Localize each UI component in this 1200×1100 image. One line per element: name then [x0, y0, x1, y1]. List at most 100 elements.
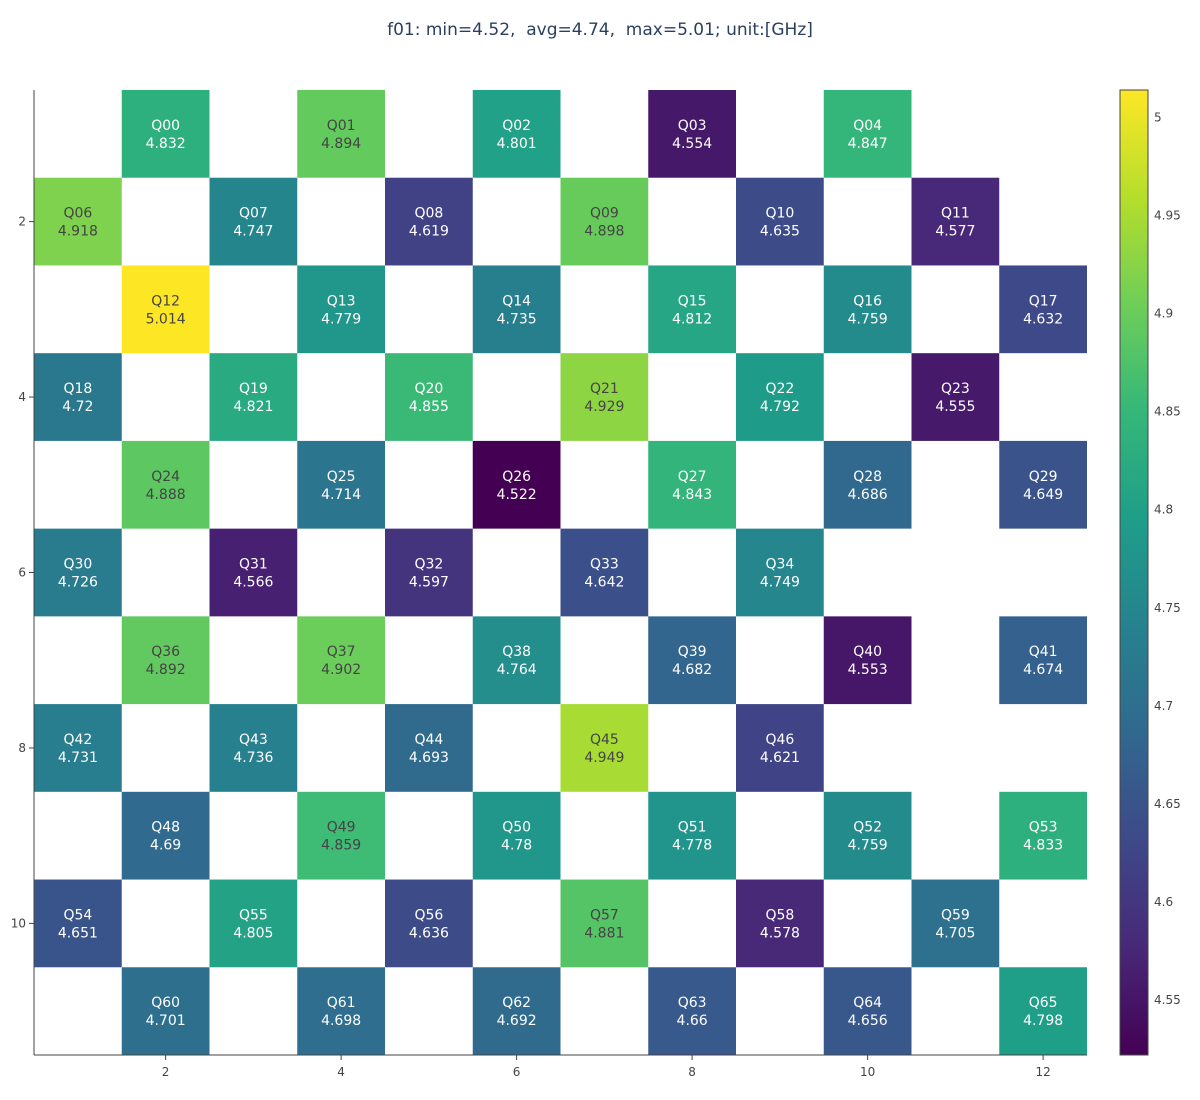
cell-qubit-label: Q07: [239, 206, 268, 222]
heatmap-cell: Q50 4.78: [472, 791, 561, 880]
heatmap-cell: Q59 4.705: [911, 879, 1000, 968]
heatmap-cell: Q11 4.577: [911, 177, 1000, 266]
cell-value-label: 4.635: [760, 224, 800, 240]
cell-value-label: 4.779: [321, 311, 361, 327]
y-tick-label: 4: [18, 390, 26, 404]
heatmap-cell: Q57 4.881: [560, 879, 649, 968]
cell-value-label: 4.553: [848, 662, 888, 678]
cell-qubit-label: Q36: [151, 644, 180, 660]
cell-qubit-label: Q52: [853, 820, 882, 836]
cell-qubit-label: Q30: [63, 557, 92, 573]
cell-qubit-label: Q37: [327, 644, 356, 660]
heatmap-cell: Q28 4.686: [823, 440, 912, 529]
cell-qubit-label: Q02: [502, 118, 531, 134]
cell-qubit-label: Q39: [678, 644, 707, 660]
cell-qubit-label: Q32: [414, 557, 443, 573]
heatmap-cell: Q19 4.821: [209, 353, 298, 441]
axes: 2 4 6 8 10 12 2 4 6 8 10: [11, 90, 1087, 1079]
cell-value-label: 4.632: [1023, 311, 1063, 327]
heatmap-cell: Q58 4.578: [736, 879, 824, 968]
cell-value-label: 4.674: [1023, 662, 1063, 678]
cell-qubit-label: Q00: [151, 118, 180, 134]
heatmap-cell: Q52 4.759: [823, 791, 912, 880]
heatmap-cell: Q23 4.555: [911, 353, 1000, 441]
cell-value-label: 4.759: [848, 311, 888, 327]
heatmap-cell-rect: [823, 265, 912, 354]
heatmap-cell: Q21 4.929: [560, 353, 649, 441]
heatmap-cell-rect: [736, 528, 824, 617]
heatmap-cell-rect: [911, 879, 1000, 968]
heatmap-cell-rect: [297, 616, 385, 705]
cell-value-label: 4.69: [150, 838, 181, 854]
heatmap-cell-rect: [209, 177, 298, 266]
heatmap-cell-rect: [385, 704, 473, 792]
heatmap-cell-rect: [121, 791, 210, 880]
heatmap-cell: Q17 4.632: [999, 265, 1087, 354]
heatmap-cell-rect: [121, 967, 210, 1055]
cell-value-label: 4.621: [760, 750, 800, 766]
heatmap-cell: Q04 4.847: [823, 90, 912, 178]
heatmap-cell-rect: [209, 704, 298, 792]
heatmap-cell: Q09 4.898: [560, 177, 649, 266]
heatmap-cell: Q60 4.701: [121, 967, 210, 1055]
cell-qubit-label: Q08: [414, 206, 443, 222]
heatmap-cell-rect: [121, 265, 210, 354]
heatmap-cell-rect: [560, 879, 649, 968]
heatmap-cell-rect: [209, 879, 298, 968]
heatmap-cell: Q14 4.735: [472, 265, 561, 354]
heatmap-cell: Q20 4.855: [385, 353, 473, 441]
cell-value-label: 4.894: [321, 136, 361, 152]
cell-value-label: 4.855: [409, 399, 449, 415]
heatmap-cell-rect: [648, 90, 736, 178]
heatmap-cell-rect: [297, 265, 385, 354]
cell-qubit-label: Q45: [590, 732, 619, 748]
cell-value-label: 4.597: [409, 575, 449, 591]
cell-qubit-label: Q55: [239, 907, 268, 923]
cell-value-label: 4.642: [584, 575, 624, 591]
heatmap-cell: Q40 4.553: [823, 616, 912, 705]
colorbar-tick-label: 4.8: [1154, 503, 1173, 517]
heatmap-cell-rect: [823, 616, 912, 705]
heatmap-cell: Q39 4.682: [648, 616, 736, 705]
cell-value-label: 4.898: [584, 224, 624, 240]
cell-value-label: 4.566: [233, 575, 273, 591]
cell-qubit-label: Q62: [502, 995, 531, 1011]
cell-value-label: 4.649: [1023, 487, 1063, 503]
cell-value-label: 4.731: [58, 750, 98, 766]
heatmap-cell-rect: [472, 616, 561, 705]
heatmap-cell-rect: [911, 353, 1000, 441]
heatmap-cell: Q24 4.888: [121, 440, 210, 529]
heatmap-cell-rect: [121, 616, 210, 705]
heatmap-cell-rect: [736, 353, 824, 441]
colorbar: 4.55 4.6 4.65 4.7 4.75 4.8 4.85 4.9 4.95 5: [1119, 89, 1181, 1056]
cell-value-label: 4.892: [146, 662, 186, 678]
heatmap-cell: Q27 4.843: [648, 440, 736, 529]
cell-value-label: 4.692: [497, 1013, 537, 1029]
cell-value-label: 4.798: [1023, 1013, 1063, 1029]
cell-value-label: 4.619: [409, 224, 449, 240]
heatmap-cell-rect: [385, 177, 473, 266]
heatmap-cell: Q64 4.656: [823, 967, 912, 1055]
cell-value-label: 4.759: [848, 838, 888, 854]
cell-qubit-label: Q03: [678, 118, 707, 134]
heatmap-cell-rect: [297, 791, 385, 880]
y-tick-label: 6: [18, 566, 26, 580]
heatmap-cell: Q29 4.649: [999, 440, 1087, 529]
heatmap-cell: Q61 4.698: [297, 967, 385, 1055]
cell-qubit-label: Q65: [1029, 995, 1058, 1011]
colorbar-tick-label: 5: [1154, 110, 1162, 124]
cell-qubit-label: Q29: [1029, 469, 1058, 485]
cell-qubit-label: Q56: [414, 907, 443, 923]
cell-value-label: 4.929: [584, 399, 624, 415]
cell-value-label: 4.764: [497, 662, 537, 678]
cell-qubit-label: Q17: [1029, 293, 1058, 309]
cell-qubit-label: Q09: [590, 206, 619, 222]
heatmap-cell: Q44 4.693: [385, 704, 473, 792]
heatmap-cell: Q10 4.635: [736, 177, 824, 266]
heatmap-cell: Q48 4.69: [121, 791, 210, 880]
cell-qubit-label: Q24: [151, 469, 180, 485]
heatmap-cell-rect: [472, 791, 561, 880]
heatmap-cell: Q16 4.759: [823, 265, 912, 354]
heatmap-cell: Q22 4.792: [736, 353, 824, 441]
